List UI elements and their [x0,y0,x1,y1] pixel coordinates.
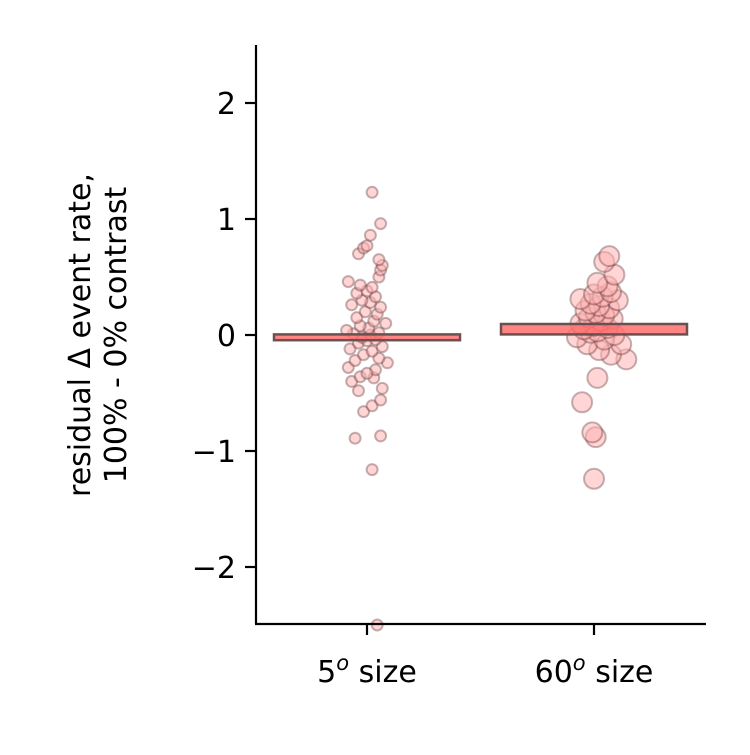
data-point [571,391,594,414]
data-point [365,280,379,294]
data-point [348,354,362,367]
y-axis-title-line-1: residual Δ event rate, [63,173,98,497]
tick-labels: −2 −1 0 1 2 5o size 60o size [192,87,654,690]
mean-bar-1 [272,333,462,342]
data-point [357,405,371,419]
data-point [583,467,605,490]
data-point [372,351,386,365]
data-point [365,463,379,477]
y-axis-title-line-2: 100% - 0% contrast [99,187,134,484]
x-tick-label: 5o size [317,651,417,690]
data-point [348,431,362,445]
data-point [375,381,389,395]
data-point [586,271,609,294]
data-point [363,228,377,242]
data-point [353,278,367,292]
plot-area [272,185,689,632]
data-point [586,366,609,389]
data-point [374,300,388,314]
data-point [360,366,374,380]
mean-bar-2 [499,322,689,336]
x-tick-label: 60o size [535,651,654,690]
y-tick-label: −1 [192,435,236,470]
y-tick-label: 0 [217,319,236,354]
data-point [581,421,604,444]
data-point [341,361,355,374]
data-point [365,344,379,358]
data-point [360,239,374,253]
data-point [350,311,364,325]
data-point [598,245,621,268]
data-point [352,384,365,398]
group-1 [340,185,394,632]
y-tick-label: −2 [192,551,236,586]
data-point [374,217,388,231]
group-2 [566,245,638,490]
data-point [379,316,393,330]
data-point [345,298,359,312]
data-point [343,342,357,356]
data-point [372,253,386,267]
y-tick-label: 1 [217,203,236,238]
data-point [341,275,355,289]
data-point [374,393,388,407]
data-point [374,429,388,443]
data-point [365,399,379,413]
y-tick-label: 2 [217,87,236,122]
data-point [358,305,372,319]
data-point [365,185,379,199]
